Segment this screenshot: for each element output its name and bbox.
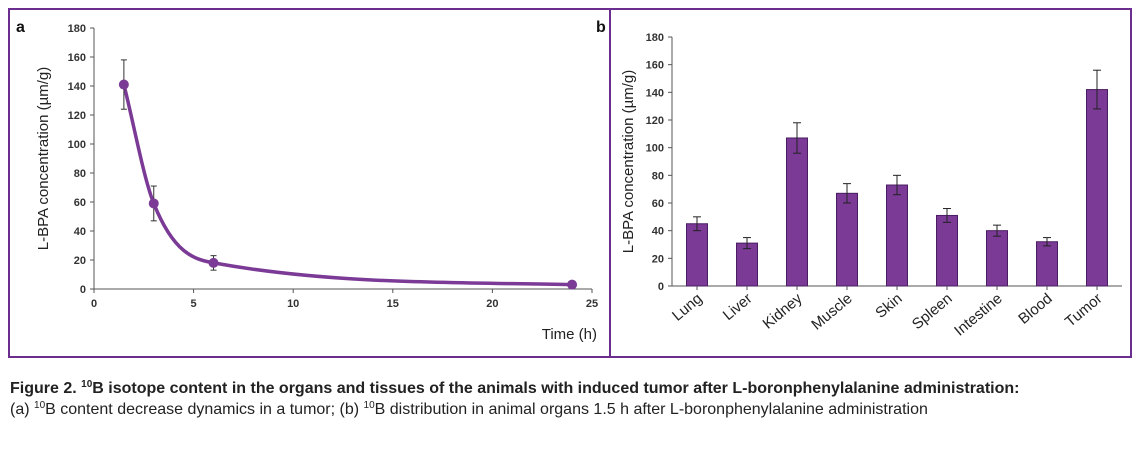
caption-description: (a) 10B content decrease dynamics in a t…	[10, 399, 1135, 420]
caption-part-a-prefix: (a)	[10, 401, 30, 418]
caption-title: Figure 2. 10B isotope content in the org…	[10, 378, 1135, 399]
panel-b-y-tick-label: 140	[646, 87, 664, 99]
caption-title-superscript: 10	[81, 379, 93, 390]
panel-a-x-tick-label: 25	[586, 298, 598, 310]
panel-b-bar	[836, 192, 858, 287]
panel-a-x-tick-label: 0	[91, 298, 97, 310]
panel-b-category-label: Spleen	[909, 290, 956, 333]
panel-b-category-label: Kidney	[760, 290, 806, 333]
panel-a-data-point	[208, 257, 219, 268]
panel-a-y-tick-label: 40	[74, 226, 86, 238]
panel-b-bar	[986, 230, 1008, 287]
panel-a-data-point	[118, 79, 129, 90]
panel-b-category-label: Intestine	[951, 290, 1005, 339]
panel-a-x-axis-label: Time (h)	[542, 326, 597, 343]
caption-part-a-superscript: 10	[34, 400, 46, 411]
panel-b-bar	[936, 214, 958, 287]
panel-a-y-tick-label: 140	[68, 81, 86, 93]
panel-a-y-tick-label: 100	[68, 139, 86, 151]
panel-b-y-tick-label: 100	[646, 143, 664, 155]
panel-b-bar	[1086, 89, 1108, 287]
figure-caption: Figure 2. 10B isotope content in the org…	[10, 378, 1135, 420]
panel-b-y-tick-label: 0	[658, 281, 664, 293]
panel-b-y-tick-label: 180	[646, 32, 664, 44]
panel-a-x-tick-label: 10	[287, 298, 299, 310]
panel-b-label: b	[596, 19, 606, 36]
panel-b-y-axis-label: L-BPA concentration (µm/g)	[620, 70, 637, 253]
panel-b-bar	[686, 223, 708, 287]
panel-b-y-tick-label: 20	[652, 253, 664, 265]
panel-b-bar	[786, 137, 808, 287]
panel-a-y-tick-label: 80	[74, 168, 86, 180]
panel-b-category-label: Muscle	[808, 290, 855, 334]
panel-b-bar	[736, 242, 758, 287]
caption-part-b-superscript: 10	[363, 400, 375, 411]
panel-a-series-line	[122, 84, 573, 287]
panel-a-x-tick-label: 15	[387, 298, 399, 310]
panel-a-x-tick-label: 20	[486, 298, 498, 310]
panel-b-category-label: Blood	[1015, 290, 1055, 328]
panel-b-y-tick-label: 80	[652, 170, 664, 182]
panel-b-category-label: Tumor	[1062, 290, 1106, 331]
caption-title-text: B isotope content in the organs and tiss…	[92, 380, 1020, 397]
panel-a-y-axis-label: L-BPA concentration (µm/g)	[35, 67, 52, 250]
panel-b-bar	[886, 184, 908, 287]
caption-figure-label: Figure 2.	[10, 380, 77, 397]
panel-a-label: a	[16, 19, 25, 36]
panel-a-y-tick-label: 20	[74, 255, 86, 267]
panel-a-data-point	[148, 198, 159, 209]
panel-a-y-tick-label: 60	[74, 197, 86, 209]
panel-b-y-tick-label: 60	[652, 198, 664, 210]
panel-b-bar	[1036, 241, 1058, 287]
panel-b-y-tick-label: 120	[646, 115, 664, 127]
panel-b-y-tick-label: 160	[646, 60, 664, 72]
panel-b-category-label: Skin	[872, 290, 905, 322]
panel-b-category-label: Liver	[720, 290, 756, 324]
panel-b-y-tick-label: 40	[652, 226, 664, 238]
panel-a-y-tick-label: 180	[68, 23, 86, 35]
caption-part-a-text: B content decrease dynamics in a tumor; …	[45, 401, 360, 418]
panel-a-y-tick-label: 0	[80, 284, 86, 296]
panel-b-category-label: Lung	[669, 290, 705, 324]
panel-a-x-tick-label: 5	[191, 298, 197, 310]
figure-frame	[8, 8, 1132, 358]
caption-part-b-text: B distribution in animal organs 1.5 h af…	[374, 401, 928, 418]
panel-a-y-tick-label: 120	[68, 110, 86, 122]
figure-charts: a 0 20 40 60 80 100 120 140 160 180 0 5 10 15 20 25 L-BPA…	[16, 9, 1122, 358]
panel-a-y-tick-label: 160	[68, 52, 86, 64]
panel-a-data-point	[567, 279, 578, 290]
